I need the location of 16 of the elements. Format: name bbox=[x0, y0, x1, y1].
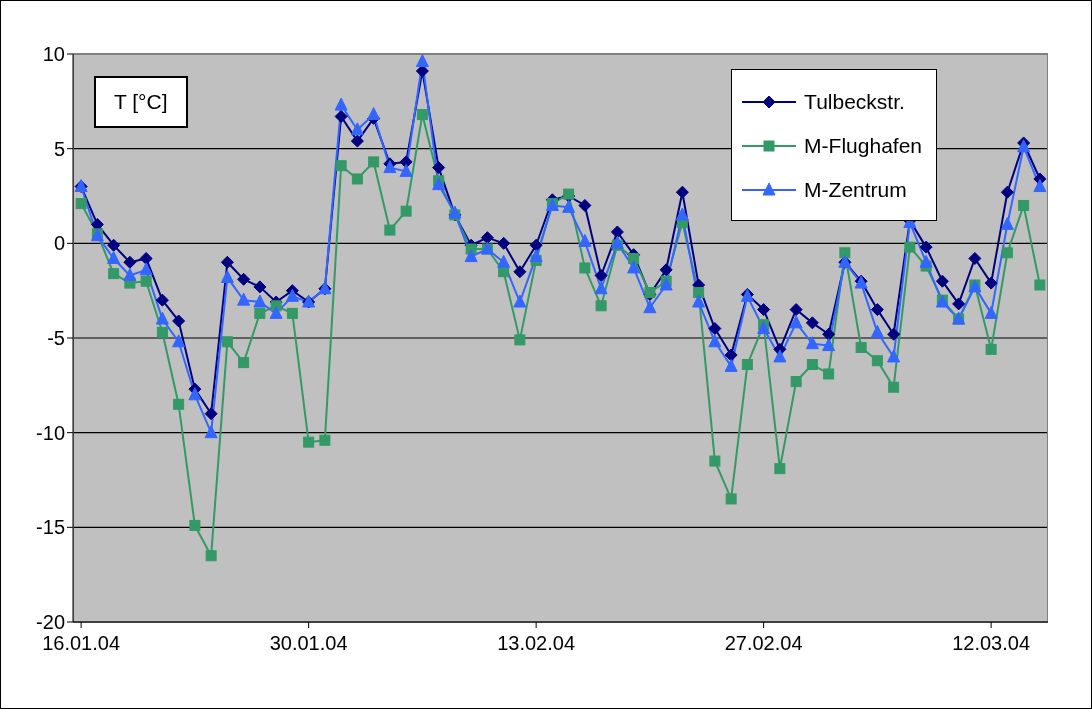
y-tick-label: 0 bbox=[53, 232, 65, 255]
y-tick-label: -20 bbox=[36, 611, 65, 634]
y-tick-label: -10 bbox=[36, 421, 65, 444]
y-tick-label: -5 bbox=[47, 327, 65, 350]
x-tick-label: 13.02.04 bbox=[497, 632, 576, 655]
annotation-box: T [°C] bbox=[94, 76, 188, 128]
legend-label: M-Flughafen bbox=[804, 134, 922, 158]
y-tick-label: 5 bbox=[53, 137, 65, 160]
y-tick-label: 10 bbox=[42, 43, 65, 66]
legend-label: Tulbeckstr. bbox=[804, 90, 905, 114]
x-tick-label: 12.03.04 bbox=[952, 632, 1031, 655]
legend-label: M-Zentrum bbox=[804, 178, 907, 202]
x-tick-label: 27.02.04 bbox=[724, 632, 803, 655]
y-tick-label: -15 bbox=[36, 516, 65, 539]
x-tick-label: 16.01.04 bbox=[42, 632, 121, 655]
x-tick-label: 30.01.04 bbox=[269, 632, 348, 655]
